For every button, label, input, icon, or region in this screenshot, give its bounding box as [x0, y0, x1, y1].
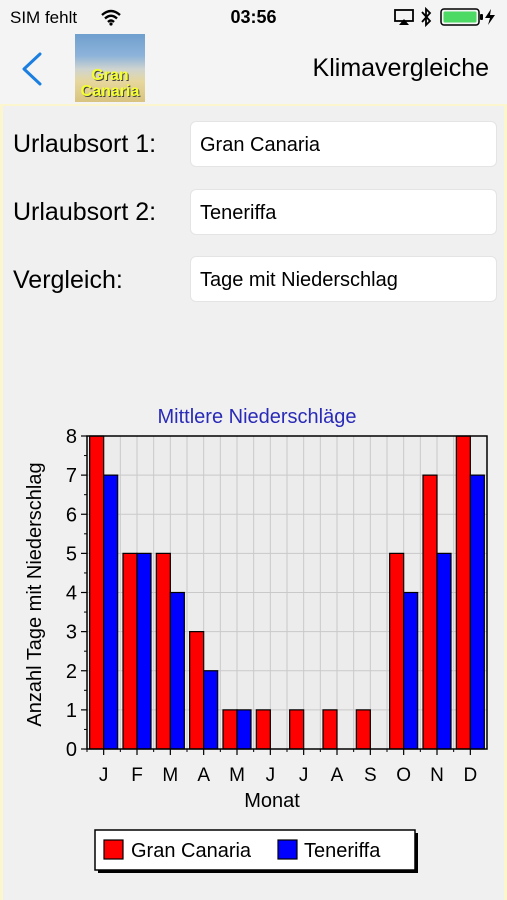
bluetooth-icon: [420, 6, 432, 32]
bar-gran-canaria-3: [189, 631, 205, 750]
x-tick-label: A: [197, 765, 210, 786]
back-button[interactable]: [20, 52, 50, 86]
x-tick-label: J: [266, 765, 276, 786]
y-tick-label: 8: [66, 426, 77, 448]
y-tick-label: 4: [66, 583, 77, 605]
bar-teneriffa-9: [403, 591, 419, 750]
x-axis-label: Monat: [244, 790, 300, 812]
location2-label: Urlaubsort 2:: [13, 198, 157, 226]
charging-icon: [484, 8, 496, 31]
y-tick-label: 3: [66, 622, 77, 644]
bar-teneriffa-0: [103, 474, 119, 750]
x-tick-label: M: [162, 765, 178, 786]
navigation-bar: Gran Canaria Klimavergleiche: [0, 34, 507, 105]
status-bar: SIM fehlt 03:56: [0, 0, 507, 34]
x-tick-label: M: [229, 765, 245, 786]
legend-label-teneriffa: Teneriffa: [304, 840, 381, 862]
x-tick-label: S: [364, 765, 377, 786]
bar-teneriffa-1: [136, 552, 152, 750]
bar-gran-canaria-10: [422, 474, 438, 750]
wifi-icon: [100, 8, 122, 31]
bar-teneriffa-4: [236, 709, 252, 750]
x-tick-label: A: [331, 765, 344, 786]
y-tick-label: 2: [66, 661, 77, 683]
thumbnail-caption-line1: Gran: [91, 67, 129, 84]
bar-teneriffa-10: [436, 552, 452, 750]
x-tick-label: O: [396, 765, 411, 786]
y-tick-label: 5: [66, 543, 77, 565]
legend-swatch-teneriffa: [277, 839, 298, 860]
legend-box: [94, 829, 416, 871]
bar-gran-canaria-8: [355, 709, 371, 750]
y-tick-label: 6: [66, 504, 77, 526]
comparison-select[interactable]: Tage mit Niederschlag: [190, 256, 497, 302]
x-tick-label: J: [99, 765, 109, 786]
x-tick-label: D: [463, 765, 477, 786]
chevron-left-icon: [22, 52, 42, 86]
y-tick-label: 0: [66, 739, 77, 761]
thumbnail-caption-line2: Canaria: [80, 83, 140, 100]
bar-gran-canaria-9: [389, 552, 405, 750]
location2-field[interactable]: Teneriffa: [190, 189, 497, 235]
page-title: Klimavergleiche: [312, 54, 489, 82]
y-tick-label: 1: [66, 700, 77, 722]
airplay-icon: [394, 9, 414, 30]
chart-title: Mittlere Niederschläge: [158, 406, 357, 428]
clock: 03:56: [230, 7, 277, 27]
bar-gran-canaria-1: [122, 552, 138, 750]
x-tick-label: N: [430, 765, 444, 786]
bar-gran-canaria-11: [455, 435, 471, 750]
x-tick-label: J: [299, 765, 309, 786]
bar-gran-canaria-7: [322, 709, 338, 750]
location1-field[interactable]: Gran Canaria: [190, 121, 497, 167]
bar-teneriffa-3: [203, 670, 219, 750]
location-thumbnail[interactable]: Gran Canaria: [75, 34, 145, 102]
comparison-form: Urlaubsort 1: Gran Canaria Urlaubsort 2:…: [0, 104, 507, 380]
comparison-label: Vergleich:: [13, 266, 123, 294]
bar-gran-canaria-4: [222, 709, 238, 750]
bar-gran-canaria-6: [289, 709, 305, 750]
bar-gran-canaria-2: [155, 552, 171, 750]
bar-gran-canaria-5: [255, 709, 271, 750]
legend-label-gran-canaria: Gran Canaria: [131, 840, 252, 862]
bar-teneriffa-11: [469, 474, 485, 750]
battery-icon: [440, 8, 484, 31]
location1-label: Urlaubsort 1:: [13, 130, 157, 158]
bar-teneriffa-2: [169, 591, 185, 750]
y-tick-label: 7: [66, 465, 77, 487]
legend-swatch-gran-canaria: [103, 839, 124, 860]
x-tick-label: F: [131, 765, 143, 786]
y-axis-label: Anzahl Tage mit Niederschlag: [24, 462, 46, 726]
thumbnail-caption: Gran Canaria: [75, 68, 145, 100]
bar-gran-canaria-0: [89, 435, 105, 750]
carrier-label: SIM fehlt: [10, 8, 78, 27]
